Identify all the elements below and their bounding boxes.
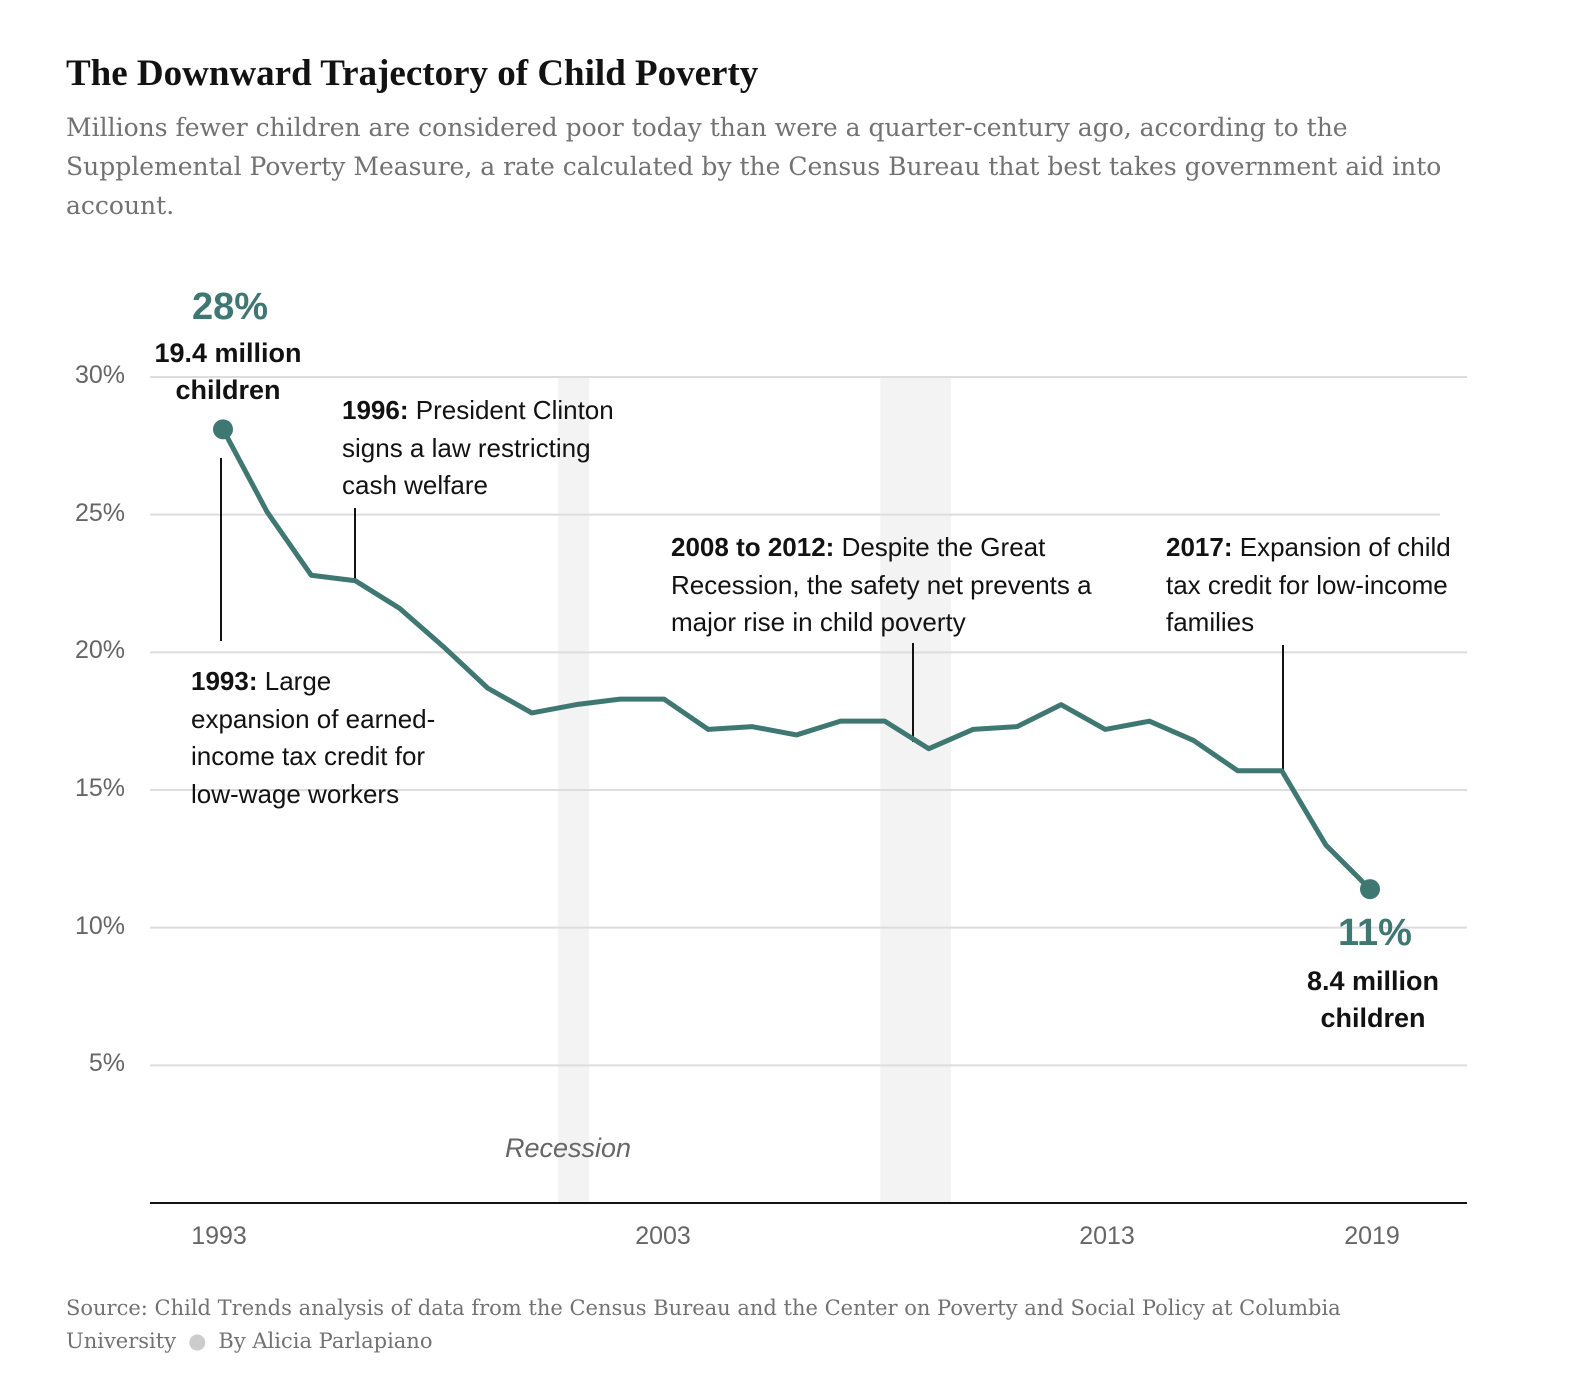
end-count-label: 8.4 million children xyxy=(1306,966,1440,1033)
end-percent-label: 11% xyxy=(1338,912,1412,954)
x-tick-2013: 2013 xyxy=(1079,1222,1135,1250)
y-tick-5: 5% xyxy=(88,1049,125,1078)
x-tick-2003: 2003 xyxy=(635,1222,691,1250)
data-point-1993 xyxy=(213,419,233,440)
byline: By Alicia Parlapiano xyxy=(218,1329,433,1353)
recession-label: Recession xyxy=(505,1133,632,1163)
separator-dot: ● xyxy=(188,1329,207,1353)
annotation-2017: 2017: Expansion of child tax credit for … xyxy=(1166,532,1451,637)
annotation-1996: 1996: President Clinton signs a law rest… xyxy=(342,395,614,500)
chart-title: The Downward Trajectory of Child Poverty xyxy=(66,53,759,94)
start-count-label: 19.4 million children xyxy=(154,338,302,405)
data-point-2019 xyxy=(1360,879,1380,900)
y-tick-20: 20% xyxy=(74,636,125,665)
start-percent-label: 28% xyxy=(191,286,269,328)
x-tick-2019: 2019 xyxy=(1344,1222,1400,1250)
poverty-rate-line xyxy=(220,428,1372,891)
y-tick-25: 25% xyxy=(74,498,125,527)
y-tick-30: 30% xyxy=(74,361,125,389)
source-note: Source: Child Trends analysis of data fr… xyxy=(66,1296,1341,1353)
y-tick-10: 10% xyxy=(74,911,125,940)
y-tick-15: 15% xyxy=(74,774,125,802)
x-tick-1993: 1993 xyxy=(191,1222,247,1250)
chart-subtitle: Millions fewer children are considered p… xyxy=(66,113,1442,220)
annotation-2008-2012: 2008 to 2012: Despite the Great Recessio… xyxy=(671,532,1092,637)
annotation-1993: 1993: Large expansion of earned-income t… xyxy=(191,666,436,809)
